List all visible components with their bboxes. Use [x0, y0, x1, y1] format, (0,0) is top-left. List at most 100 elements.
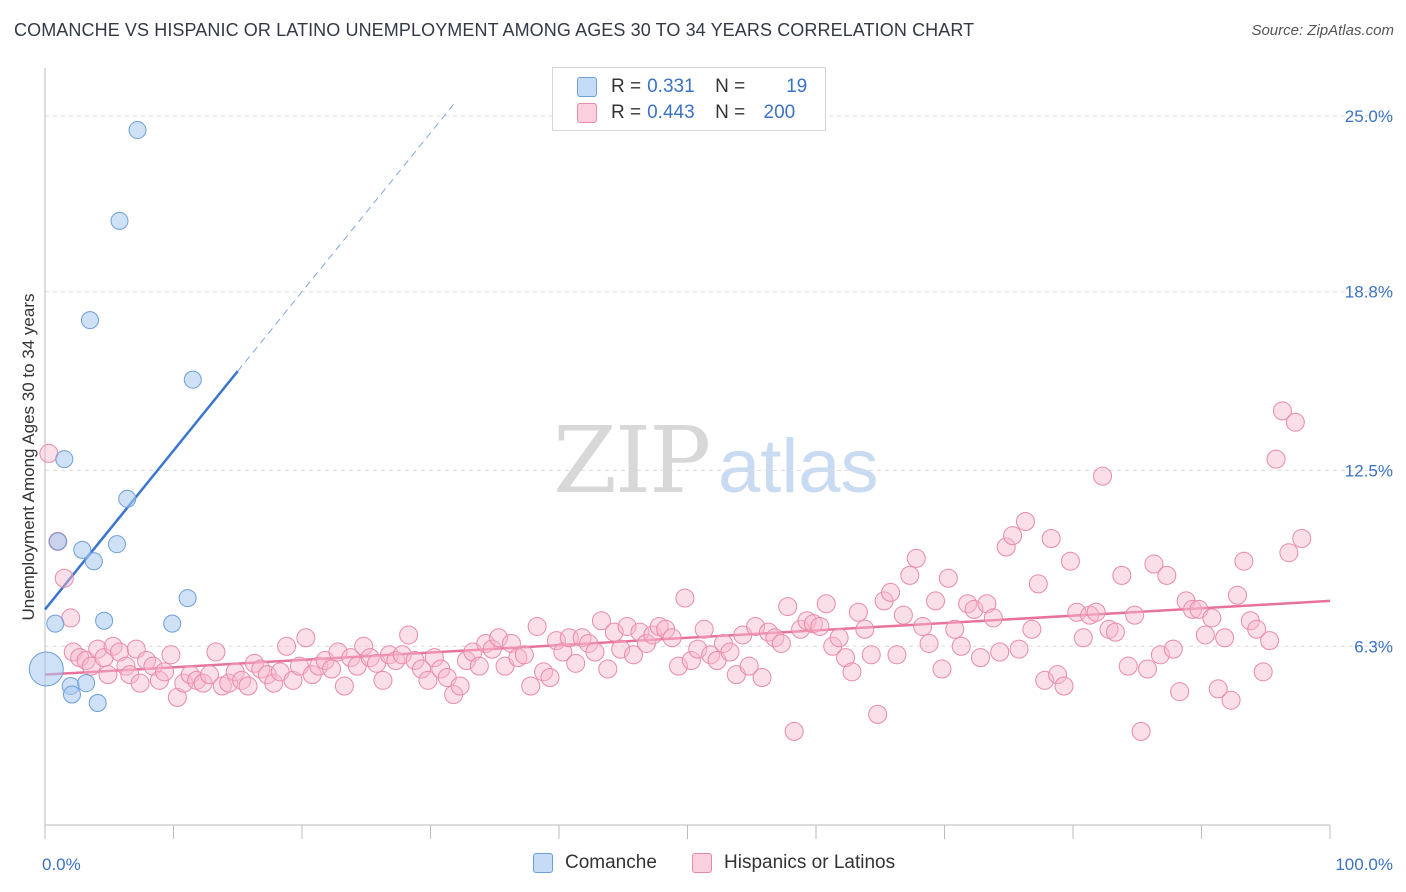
hispanic-point: [264, 673, 284, 693]
hispanic-trend-line: [44, 599, 1331, 676]
hispanic-point: [906, 548, 926, 568]
correlation-legend: R = 0.331 N = 19 R = 0.443 N = 200: [552, 67, 826, 131]
hispanic-point: [752, 668, 772, 688]
hispanic-point: [1247, 619, 1267, 639]
hispanic-point: [855, 619, 875, 639]
chart-title: COMANCHE VS HISPANIC OR LATINO UNEMPLOYM…: [14, 20, 975, 40]
hispanic-point: [1041, 529, 1061, 549]
trend-lines: [44, 100, 1331, 676]
comanche-point: [178, 589, 197, 608]
bottom-legend-swatch-comanche: [533, 853, 553, 873]
hispanic-point: [130, 673, 150, 693]
hispanic-point: [155, 662, 175, 682]
comanche-point: [128, 121, 147, 140]
hispanic-point: [219, 673, 239, 693]
hispanic-point: [527, 616, 547, 636]
zipatlas-watermark: ZIP atlas: [553, 407, 879, 514]
hispanic-point: [283, 670, 303, 690]
hispanic-point: [1150, 645, 1170, 665]
hispanic-point: [143, 656, 163, 676]
hispanic-point: [630, 622, 650, 642]
hispanic-point: [1221, 690, 1241, 710]
hispanic-point: [604, 622, 624, 642]
hispanic-point: [1260, 631, 1280, 651]
hispanic-point: [848, 602, 868, 622]
hispanic-point: [482, 639, 502, 659]
comanche-point: [46, 614, 65, 633]
hispanic-point: [373, 670, 393, 690]
hispanic-point: [1067, 602, 1087, 622]
hispanic-point: [694, 619, 714, 639]
hispanic-point: [881, 582, 901, 602]
hispanic-point: [424, 648, 444, 668]
legend-r-value: 0.443: [647, 102, 695, 123]
hispanic-point: [277, 636, 297, 656]
hispanic-point: [521, 676, 541, 696]
hispanic-point: [1170, 682, 1190, 702]
bottom-legend-label-comanche: Comanche: [565, 852, 657, 873]
legend-row-comanche: R = 0.331 N = 19: [577, 75, 807, 99]
hispanic-point: [1003, 526, 1023, 546]
hispanic-point: [1202, 608, 1222, 628]
hispanic-point: [996, 537, 1016, 557]
hispanic-point: [469, 656, 489, 676]
comanche-point: [110, 211, 129, 230]
hispanic-point: [501, 633, 521, 653]
comanche-point: [95, 611, 114, 630]
bottom-legend-comanche: Comanche: [533, 852, 657, 874]
hispanic-point: [861, 645, 881, 665]
hispanic-point: [720, 642, 740, 662]
hispanic-point: [1227, 585, 1247, 605]
comanche-point: [73, 540, 92, 559]
hispanic-point: [206, 642, 226, 662]
hispanic-point: [334, 676, 354, 696]
hispanic-point: [1234, 551, 1254, 571]
hispanic-point: [1183, 599, 1203, 619]
legend-r-value: 0.331: [647, 76, 695, 97]
hispanic-point: [1266, 449, 1286, 469]
comanche-point: [88, 694, 107, 713]
hispanic-point: [675, 588, 695, 608]
hispanic-point: [1073, 628, 1093, 648]
hispanic-point: [1157, 565, 1177, 585]
y-tick-label: 18.8%: [1345, 283, 1393, 302]
hispanic-point: [1093, 466, 1113, 486]
hispanic-point: [54, 568, 74, 588]
comanche-point: [77, 674, 96, 693]
hispanic-point: [585, 642, 605, 662]
hispanic-point: [1138, 659, 1158, 679]
hispanic-point: [598, 659, 618, 679]
hispanic-point: [98, 665, 118, 685]
hispanic-point: [1086, 602, 1106, 622]
hispanic-points: [39, 401, 1312, 741]
hispanic-point: [887, 645, 907, 665]
hispanic-point: [1035, 670, 1055, 690]
x-tick-label: 0.0%: [42, 855, 81, 874]
bottom-legend-label-hispanic: Hispanics or Latinos: [724, 852, 896, 873]
hispanic-point: [868, 704, 888, 724]
hispanic-point: [951, 636, 971, 656]
comanche-point: [55, 450, 74, 469]
hispanic-point: [161, 645, 181, 665]
hispanic-point: [893, 605, 913, 625]
hispanic-point: [1272, 401, 1292, 421]
hispanic-point: [624, 645, 644, 665]
hispanic-point: [1195, 625, 1215, 645]
hispanic-point: [199, 665, 219, 685]
hispanic-point: [778, 597, 798, 617]
hispanic-point: [990, 642, 1010, 662]
comanche-points: [28, 121, 202, 713]
hispanic-point: [489, 628, 509, 648]
hispanic-point: [1022, 619, 1042, 639]
hispanic-point: [964, 599, 984, 619]
hispanic-point: [784, 721, 804, 741]
hispanic-point: [238, 676, 258, 696]
legend-n-label: N =: [715, 76, 746, 97]
comanche-point: [84, 552, 103, 571]
hispanic-point: [566, 653, 586, 673]
y-axis-label: Unemployment Among Ages 30 to 34 years: [19, 294, 38, 621]
hispanic-point: [932, 659, 952, 679]
watermark-atlas: atlas: [718, 424, 879, 509]
hispanic-point: [1112, 565, 1132, 585]
